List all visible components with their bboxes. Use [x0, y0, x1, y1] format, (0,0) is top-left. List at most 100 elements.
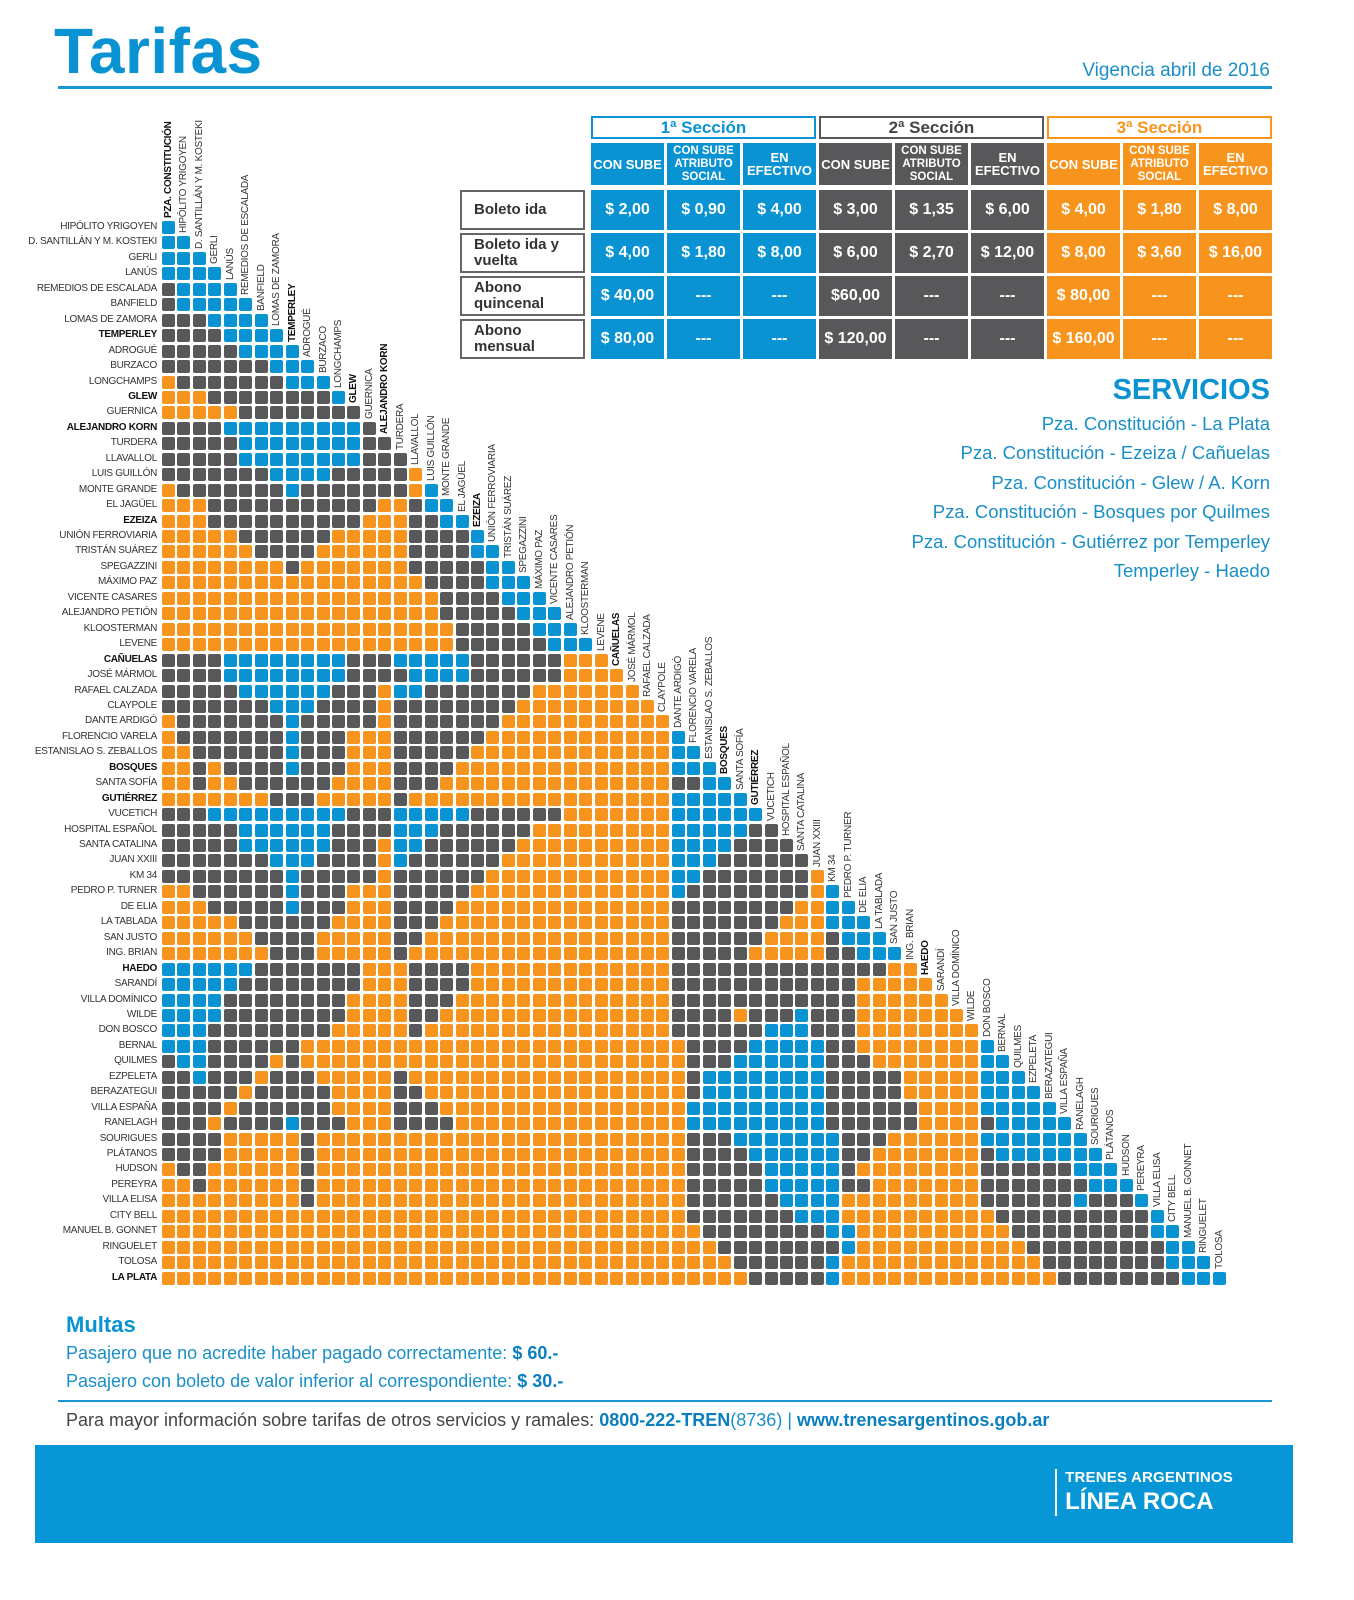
matrix-cell: [192, 1209, 206, 1223]
matrix-cell: [764, 1024, 778, 1038]
matrix-cell: [610, 947, 624, 961]
matrix-cell: [316, 591, 330, 605]
matrix-cell: [455, 545, 469, 559]
matrix-cell: [1104, 1240, 1118, 1254]
matrix-cell: [687, 1070, 701, 1084]
matrix-cell: [254, 792, 268, 806]
matrix-cell: [548, 1225, 562, 1239]
matrix-cell: [486, 931, 500, 945]
matrix-cell: [239, 545, 253, 559]
matrix-cell: [718, 885, 732, 899]
matrix-cell: [301, 530, 315, 543]
matrix-cell: [965, 1209, 979, 1223]
matrix-cell: [301, 390, 315, 404]
matrix-cell: [888, 1039, 902, 1053]
matrix-cell: [254, 962, 268, 976]
matrix-cell: [409, 978, 423, 992]
matrix-cell: [162, 1256, 175, 1270]
matrix-cell: [223, 1194, 237, 1208]
matrix-cell: [471, 947, 484, 961]
matrix-cell: [331, 638, 345, 652]
matrix-cell: [455, 854, 469, 868]
matrix-cell: [872, 1256, 886, 1270]
matrix-cell: [393, 699, 407, 713]
matrix-cell: [331, 607, 345, 621]
matrix-cell: [625, 947, 639, 961]
matrix-cell: [316, 1271, 330, 1285]
matrix-cell: [517, 993, 531, 1007]
matrix-cell: [934, 1008, 948, 1022]
matrix-cell: [208, 1039, 222, 1053]
matrix-cell: [656, 1117, 670, 1131]
matrix-cell: [625, 916, 639, 930]
matrix-cell: [223, 499, 237, 513]
matrix-cell: [285, 669, 299, 683]
matrix-cell: [687, 1178, 701, 1192]
matrix-cell: [548, 761, 562, 775]
matrix-cell: [270, 344, 284, 358]
matrix-cell: [532, 1178, 546, 1192]
matrix-cell: [347, 1086, 361, 1100]
matrix-cell: [795, 854, 809, 868]
matrix-cell: [270, 684, 284, 698]
matrix-cell: [471, 1039, 484, 1053]
matrix-cell: [795, 931, 809, 945]
matrix-cell: [702, 854, 716, 868]
matrix-cell: [471, 699, 484, 713]
matrix-cell: [656, 715, 670, 729]
matrix-cell: [440, 699, 454, 713]
matrix-cell: [393, 947, 407, 961]
matrix-cell: [888, 1024, 902, 1038]
matrix-cell: [501, 1039, 515, 1053]
matrix-cell: [208, 607, 222, 621]
station-col-label: FLORENCIO VARELA: [688, 648, 700, 744]
matrix-cell: [301, 545, 315, 559]
matrix-cell: [826, 962, 840, 976]
matrix-cell: [378, 591, 392, 605]
matrix-cell: [162, 329, 175, 343]
matrix-cell: [656, 1163, 670, 1177]
matrix-cell: [810, 1163, 824, 1177]
matrix-cell: [718, 1008, 732, 1022]
matrix-cell: [239, 1225, 253, 1239]
matrix-cell: [409, 1209, 423, 1223]
website-link[interactable]: www.trenesargentinos.gob.ar: [797, 1410, 1050, 1430]
matrix-cell: [949, 1132, 963, 1146]
matrix-cell: [409, 869, 423, 883]
matrix-cell: [594, 947, 608, 961]
matrix-cell: [826, 1070, 840, 1084]
matrix-cell: [285, 699, 299, 713]
matrix-cell: [826, 1225, 840, 1239]
phone-link[interactable]: 0800-222-TREN: [599, 1410, 731, 1430]
matrix-cell: [1166, 1256, 1180, 1270]
matrix-cell: [378, 499, 392, 513]
matrix-cell: [270, 885, 284, 899]
matrix-cell: [208, 1132, 222, 1146]
matrix-cell: [1104, 1256, 1118, 1270]
matrix-cell: [733, 947, 747, 961]
matrix-cell: [687, 1240, 701, 1254]
matrix-cell: [501, 1256, 515, 1270]
matrix-cell: [162, 452, 175, 466]
matrix-cell: [409, 1240, 423, 1254]
matrix-cell: [749, 1039, 763, 1053]
matrix-cell: [455, 1148, 469, 1161]
matrix-cell: [949, 1101, 963, 1115]
matrix-cell: [270, 329, 284, 343]
station-row-label: REMEDIOS DE ESCALADA: [36, 282, 157, 294]
matrix-cell: [239, 1240, 253, 1254]
matrix-cell: [857, 1101, 871, 1115]
station-col-label: SANTA CATALINA: [796, 773, 808, 852]
matrix-cell: [362, 607, 376, 621]
matrix-cell: [749, 993, 763, 1007]
matrix-cell: [208, 1240, 222, 1254]
matrix-cell: [301, 1055, 315, 1069]
matrix-cell: [347, 607, 361, 621]
matrix-cell: [208, 344, 222, 358]
matrix-cell: [347, 761, 361, 775]
matrix-cell: [208, 947, 222, 961]
matrix-cell: [192, 406, 206, 420]
station-row-label: VUCETICH: [108, 808, 157, 820]
matrix-cell: [826, 947, 840, 961]
matrix-cell: [841, 1256, 855, 1270]
